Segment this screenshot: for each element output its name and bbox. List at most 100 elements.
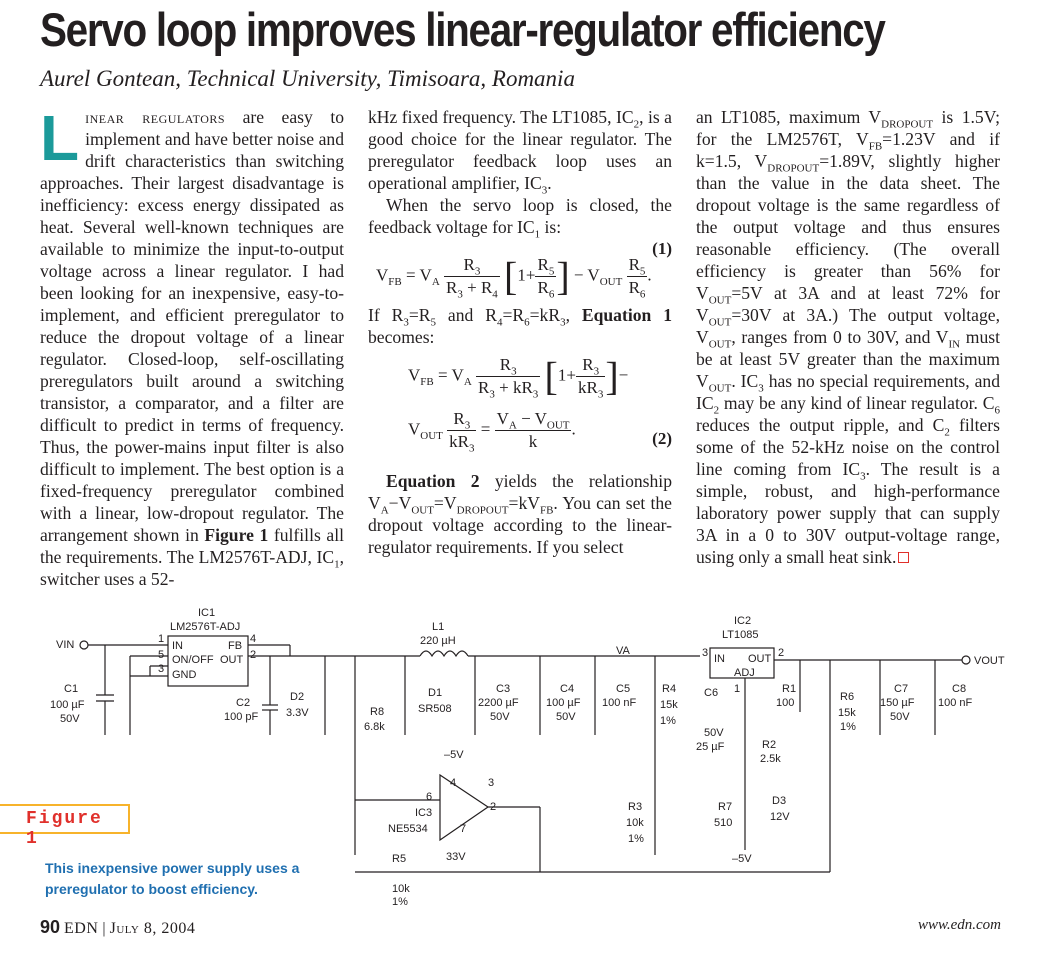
svg-text:R8: R8 bbox=[370, 706, 384, 718]
svg-text:OUT: OUT bbox=[748, 653, 772, 665]
figure-reference: Figure 1 bbox=[204, 525, 269, 545]
svg-text:7: 7 bbox=[460, 823, 466, 835]
svg-text:15k: 15k bbox=[838, 707, 856, 719]
svg-text:IN: IN bbox=[172, 640, 183, 652]
figure-caption: This inexpensive power supply uses a pre… bbox=[45, 860, 300, 897]
equation-2: VFB = VA R3 R3 + kR3 [1+ R3 kR3]− VOUT R3 kR… bbox=[408, 353, 672, 455]
svg-text:IC3: IC3 bbox=[415, 807, 432, 819]
svg-text:220 µH: 220 µH bbox=[420, 635, 456, 647]
svg-text:1%: 1% bbox=[392, 896, 408, 908]
svg-text:VA: VA bbox=[616, 645, 631, 657]
svg-text:R4: R4 bbox=[662, 683, 676, 695]
svg-text:1%: 1% bbox=[660, 715, 676, 727]
svg-text:100 nF: 100 nF bbox=[938, 697, 973, 709]
svg-text:L1: L1 bbox=[432, 621, 444, 633]
svg-text:1: 1 bbox=[158, 633, 164, 645]
svg-text:50V: 50V bbox=[704, 727, 724, 739]
svg-text:6: 6 bbox=[426, 791, 432, 803]
svg-text:–5V: –5V bbox=[732, 853, 752, 865]
svg-text:50V: 50V bbox=[60, 713, 80, 725]
svg-text:OUT: OUT bbox=[220, 654, 244, 666]
svg-text:5: 5 bbox=[158, 649, 164, 661]
svg-text:FB: FB bbox=[228, 640, 242, 652]
svg-text:10k: 10k bbox=[392, 883, 410, 895]
svg-text:C2: C2 bbox=[236, 697, 250, 709]
svg-text:1%: 1% bbox=[628, 833, 644, 845]
svg-text:2200 µF: 2200 µF bbox=[478, 697, 519, 709]
svg-text:C8: C8 bbox=[952, 683, 966, 695]
svg-text:100 µF: 100 µF bbox=[546, 697, 581, 709]
page-number: 90 bbox=[40, 917, 61, 937]
svg-text:VOUT: VOUT bbox=[974, 655, 1005, 667]
issue-date: July 8, 2004 bbox=[109, 920, 196, 937]
svg-text:C1: C1 bbox=[64, 683, 78, 695]
svg-text:100 µF: 100 µF bbox=[50, 699, 85, 711]
svg-text:D2: D2 bbox=[290, 691, 304, 703]
svg-text:150 µF: 150 µF bbox=[880, 697, 915, 709]
svg-text:3: 3 bbox=[158, 663, 164, 675]
svg-text:ADJ: ADJ bbox=[734, 667, 755, 679]
svg-text:R2: R2 bbox=[762, 739, 776, 751]
svg-text:LT1085: LT1085 bbox=[722, 629, 759, 641]
equation-1: (1) VFB = VA R3 R3 + R4 [1+ R5 R6] − VOUT R… bbox=[376, 239, 672, 301]
publication: EDN bbox=[64, 920, 99, 937]
svg-text:2.5k: 2.5k bbox=[760, 753, 781, 765]
svg-text:4: 4 bbox=[450, 777, 456, 789]
svg-text:2: 2 bbox=[250, 649, 256, 661]
footer-left: 90 EDN | July 8, 2004 bbox=[40, 917, 196, 937]
svg-text:2: 2 bbox=[778, 647, 784, 659]
svg-text:510: 510 bbox=[714, 817, 732, 829]
svg-text:GND: GND bbox=[172, 669, 197, 681]
svg-text:–5V: –5V bbox=[444, 749, 464, 761]
svg-text:100 nF: 100 nF bbox=[602, 697, 637, 709]
svg-text:1: 1 bbox=[734, 683, 740, 695]
lead-in: inear regulators bbox=[85, 107, 226, 127]
svg-text:3.3V: 3.3V bbox=[286, 707, 309, 719]
svg-text:NE5534: NE5534 bbox=[388, 823, 428, 835]
svg-text:R1: R1 bbox=[782, 683, 796, 695]
svg-text:R7: R7 bbox=[718, 801, 732, 813]
vin-label: VIN bbox=[56, 639, 74, 651]
ic1-label: IC1 bbox=[198, 607, 215, 619]
svg-text:C5: C5 bbox=[616, 683, 630, 695]
ic1-part: LM2576T-ADJ bbox=[170, 621, 240, 633]
svg-text:IN: IN bbox=[714, 653, 725, 665]
svg-text:C4: C4 bbox=[560, 683, 574, 695]
body-column-3: an LT1085, maximum VDROPOUT is 1.5V; for… bbox=[696, 107, 1001, 567]
svg-text:33V: 33V bbox=[446, 851, 466, 863]
svg-text:D3: D3 bbox=[772, 795, 786, 807]
svg-text:SR508: SR508 bbox=[418, 703, 452, 715]
svg-text:4: 4 bbox=[250, 633, 256, 645]
svg-text:1%: 1% bbox=[840, 721, 856, 733]
svg-text:R5: R5 bbox=[392, 853, 406, 865]
svg-text:25 µF: 25 µF bbox=[696, 741, 725, 753]
svg-text:10k: 10k bbox=[626, 817, 644, 829]
svg-text:100 pF: 100 pF bbox=[224, 711, 259, 723]
svg-text:IC2: IC2 bbox=[734, 615, 751, 627]
svg-text:50V: 50V bbox=[890, 711, 910, 723]
svg-text:ON/OFF: ON/OFF bbox=[172, 654, 214, 666]
svg-text:D1: D1 bbox=[428, 687, 442, 699]
svg-text:3: 3 bbox=[702, 647, 708, 659]
footer-url: www.edn.com bbox=[917, 917, 1001, 933]
svg-text:12V: 12V bbox=[770, 811, 790, 823]
end-mark-icon bbox=[898, 552, 910, 563]
svg-text:3: 3 bbox=[488, 777, 494, 789]
svg-text:R6: R6 bbox=[840, 691, 854, 703]
body-column-2: kHz fixed frequency. The LT1085, IC2, is… bbox=[368, 107, 672, 557]
svg-text:50V: 50V bbox=[490, 711, 510, 723]
drop-cap: L bbox=[40, 102, 80, 174]
svg-text:C3: C3 bbox=[496, 683, 510, 695]
circuit-schematic: VIN IC1 LM2576T-ADJ IN FB ON/OFF OUT GND… bbox=[50, 607, 1005, 908]
article-title: Servo loop improves linear-regulator eff… bbox=[40, 3, 886, 56]
svg-text:C7: C7 bbox=[894, 683, 908, 695]
svg-text:15k: 15k bbox=[660, 699, 678, 711]
byline: Aurel Gontean, Technical University, Tim… bbox=[40, 66, 575, 91]
svg-text:R3: R3 bbox=[628, 801, 642, 813]
svg-text:50V: 50V bbox=[556, 711, 576, 723]
figure-tag: Figure 1 bbox=[0, 804, 130, 849]
svg-text:100: 100 bbox=[776, 697, 794, 709]
svg-text:6.8k: 6.8k bbox=[364, 721, 385, 733]
svg-text:C6: C6 bbox=[704, 687, 718, 699]
